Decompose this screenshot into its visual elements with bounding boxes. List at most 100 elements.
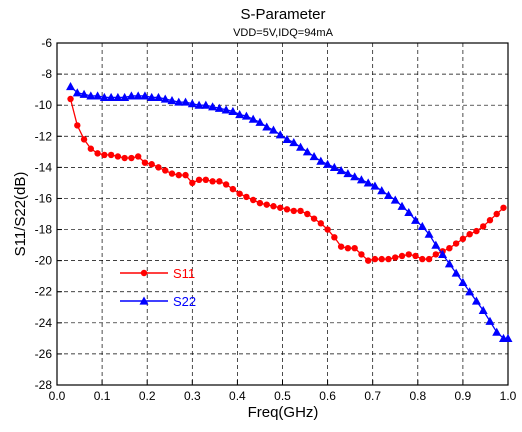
series-s22-point — [241, 111, 251, 120]
series-s11-point — [324, 226, 331, 233]
series-s22-point — [363, 178, 373, 187]
series-s22 — [66, 82, 513, 342]
x-tick-label: 0.9 — [455, 389, 472, 403]
grid-lines — [57, 43, 508, 385]
series-s22-point — [93, 91, 103, 100]
series-s22-point — [492, 327, 502, 336]
x-tick-label: 0.2 — [139, 389, 156, 403]
series-s11-point — [392, 254, 399, 261]
y-tick-label: -6 — [41, 36, 52, 50]
series-s22-point — [126, 91, 136, 100]
x-tick-label: 0.1 — [94, 389, 111, 403]
series-s22-point — [404, 207, 414, 217]
series-s11-point — [80, 136, 88, 143]
series-s11-point — [337, 243, 345, 250]
x-tick-label: 0.8 — [409, 389, 426, 403]
series-s11-point — [425, 255, 433, 263]
series-s11-point — [222, 181, 230, 188]
axis-ticks: 0.0 0.1 0.2 0.3 0.4 0.5 0.6 0.7 0.8 0.9 1.0 -6 -8 -10… — [35, 36, 517, 403]
series-s11-point — [371, 255, 379, 263]
x-axis-title: Freq(GHz) — [248, 404, 319, 421]
series-s22-point — [465, 287, 475, 296]
series-s22-point — [451, 268, 461, 277]
series-s11-point — [500, 204, 507, 211]
series-s11-point — [243, 193, 250, 201]
series-s22-point — [356, 175, 366, 184]
series-s22-point — [302, 147, 312, 156]
x-tick-label: 0.5 — [274, 389, 291, 403]
series-s22-point — [140, 91, 150, 100]
series-s22-point — [478, 305, 488, 314]
series-s22-point — [424, 229, 434, 238]
x-tick-label: 0.6 — [319, 389, 336, 403]
series-s11-point — [67, 95, 74, 103]
series-s11-line — [69, 98, 504, 262]
series-s11-point — [155, 164, 162, 171]
x-tick-label: 0.4 — [229, 389, 246, 403]
series-s11-point — [277, 204, 284, 211]
series-s11-point — [358, 251, 365, 258]
series-s22-point — [72, 88, 82, 97]
series-s11-point — [459, 235, 467, 243]
x-tick-label: 0.0 — [49, 389, 66, 403]
y-tick-label: -14 — [35, 160, 53, 174]
series-s11-point — [209, 178, 216, 185]
series-s22-point — [377, 186, 387, 195]
series-s22-point — [503, 333, 513, 342]
series-s22-point — [458, 277, 468, 286]
series-s22-point — [289, 137, 299, 147]
series-s11-point — [419, 255, 426, 263]
chart-title: S-Parameter — [240, 6, 325, 23]
chart-subtitle: VDD=5V,IDQ=94mA — [233, 27, 334, 39]
series-s11-point — [168, 170, 176, 177]
series-s22-point — [214, 103, 224, 112]
series-s11-point — [479, 223, 487, 230]
series-s11-point — [385, 255, 392, 263]
series-s11-point — [317, 220, 325, 227]
y-tick-label: -16 — [35, 191, 53, 205]
series-s11-point — [290, 207, 297, 215]
series-s11-point — [398, 252, 406, 260]
series-s11-point — [141, 159, 149, 166]
series-s22-point — [181, 97, 191, 106]
series-s11-point — [331, 234, 338, 241]
y-tick-label: -26 — [35, 347, 53, 361]
y-tick-label: -22 — [35, 285, 53, 299]
series-s11-point — [486, 217, 494, 224]
series-s11-point — [344, 245, 352, 252]
y-tick-label: -24 — [35, 316, 53, 330]
series-s22-point — [390, 195, 400, 204]
series-s11-point — [364, 257, 372, 264]
series-s22-point — [350, 172, 360, 181]
series-s22-point — [99, 92, 109, 102]
series-s22-point — [370, 181, 380, 190]
series-s22-point — [147, 92, 157, 102]
series-s11-point — [446, 245, 453, 252]
series-s22-point — [282, 134, 292, 143]
series-s11-point — [304, 210, 311, 218]
series-s11-point — [466, 231, 473, 238]
series-s22-point — [262, 122, 272, 131]
y-tick-label: -10 — [35, 98, 53, 112]
series-s11-point — [310, 215, 318, 222]
series-s11-point — [216, 178, 223, 185]
series-s11-point — [148, 161, 155, 168]
series-s11-point — [74, 122, 81, 129]
x-tick-label: 1.0 — [500, 389, 517, 403]
series-s22-point — [336, 165, 346, 175]
series-s11-point — [378, 255, 385, 263]
legend-s11-marker — [140, 269, 148, 277]
x-tick-label: 0.3 — [184, 389, 201, 403]
series-s11-point — [107, 151, 115, 159]
series-s22-point — [120, 92, 130, 102]
series-s22-point — [316, 156, 326, 165]
series-s11-point — [134, 153, 142, 160]
series-s22-point — [248, 114, 258, 123]
series-s22-point — [174, 97, 184, 106]
series-s11-point — [114, 153, 122, 160]
y-tick-label: -8 — [41, 67, 52, 81]
series-s11-point — [236, 190, 243, 197]
series-s22-point — [383, 190, 393, 199]
series-s11-point — [412, 252, 419, 260]
series-s11-point — [256, 199, 264, 207]
